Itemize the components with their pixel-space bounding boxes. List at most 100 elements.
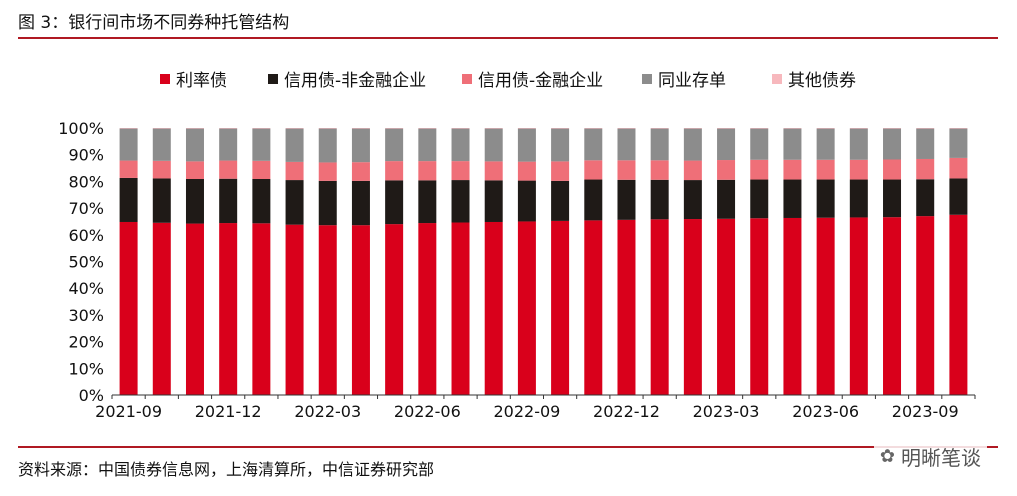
bar-segment-2021-12-3 [219, 160, 238, 179]
bar-segment-2023-06-4 [816, 128, 835, 160]
bar-segment-2021-09-3 [119, 160, 138, 178]
bar-segment-2022-06-4 [418, 128, 437, 162]
bar-segment-2022-12-1 [617, 219, 636, 395]
y-tick-label: 0% [79, 386, 104, 405]
bar-segment-2021-11-2 [185, 178, 204, 224]
bar-segment-2022-11-1 [584, 220, 603, 395]
bar-segment-2023-06-1 [816, 217, 835, 395]
x-tick-label: 2023-06 [792, 402, 859, 421]
bar-segment-2022-03-5 [318, 128, 337, 129]
legend-swatch-2 [268, 74, 278, 84]
bar-segment-2022-06-1 [418, 223, 437, 395]
bar-segment-2022-01-2 [252, 178, 271, 224]
bar-segment-2022-11-4 [584, 128, 603, 161]
bar-segment-2021-12-2 [219, 178, 238, 224]
bar-segment-2022-07-1 [451, 222, 470, 395]
bar-segment-2022-10-4 [551, 128, 570, 162]
bar-segment-2021-11-4 [185, 128, 204, 162]
bar-segment-2022-07-2 [451, 180, 470, 223]
bar-segment-2022-09-1 [517, 221, 536, 395]
bar-segment-2022-11-2 [584, 179, 603, 221]
bar-segment-2022-05-3 [385, 161, 404, 181]
bar-segment-2022-04-4 [351, 128, 370, 163]
bar-segment-2023-05-1 [783, 217, 802, 395]
x-tick-label: 2023-09 [892, 402, 959, 421]
bar-segment-2023-09-5 [916, 128, 935, 129]
y-tick-label: 90% [68, 146, 104, 165]
bar-segment-2021-10-1 [152, 222, 171, 395]
bar-segment-2023-10-1 [949, 214, 968, 395]
bar-segment-2022-06-5 [418, 128, 437, 129]
bar-segment-2023-09-3 [916, 158, 935, 180]
bar-segment-2023-09-4 [916, 128, 935, 159]
bar-segment-2022-08-3 [484, 161, 503, 181]
bar-segment-2022-03-3 [318, 162, 337, 181]
bar-segment-2023-05-2 [783, 179, 802, 218]
x-tick-label: 2021-09 [95, 402, 162, 421]
bar-segment-2022-10-5 [551, 128, 570, 129]
bar-segment-2021-11-3 [185, 161, 204, 179]
bar-segment-2022-12-2 [617, 179, 636, 220]
bar-segment-2023-08-5 [883, 128, 902, 129]
top-rule [18, 37, 998, 39]
bar-segment-2023-04-2 [750, 179, 769, 219]
figure-title: 图 3：银行间市场不同券种托管结构 [18, 13, 290, 33]
bar-segment-2022-07-5 [451, 128, 470, 129]
bar-segment-2023-01-4 [650, 128, 669, 161]
bar-segment-2022-11-5 [584, 128, 603, 129]
y-axis: 0% 10% 20% 30% 40% 50% 60% 70% 80% 90% 100% [58, 119, 104, 405]
bar-segment-2022-10-1 [551, 220, 570, 395]
legend-label-2: 信用债-非金融企业 [284, 71, 426, 91]
legend-swatch-1 [160, 74, 170, 84]
bar-segment-2023-04-5 [750, 128, 769, 129]
bar-segment-2023-02-4 [683, 128, 702, 161]
y-tick-label: 20% [68, 333, 104, 352]
x-tick-label: 2023-03 [693, 402, 760, 421]
y-tick-label: 10% [68, 359, 104, 378]
x-tick-label: 2022-12 [593, 402, 660, 421]
wechat-icon: ✿ [879, 446, 895, 467]
bar-segment-2022-05-1 [385, 224, 404, 395]
bar-segment-2022-11-3 [584, 160, 603, 180]
bar-segment-2023-03-3 [717, 160, 736, 180]
bar-segment-2023-02-1 [683, 219, 702, 395]
bar-segment-2023-01-3 [650, 160, 669, 180]
y-tick-label: 80% [68, 172, 104, 191]
bar-segment-2021-09-5 [119, 128, 138, 129]
bar-segment-2021-10-2 [152, 178, 171, 223]
bar-segment-2023-05-3 [783, 159, 802, 180]
bar-segment-2022-09-5 [517, 128, 536, 129]
bar-segment-2023-05-4 [783, 128, 802, 160]
bar-segment-2023-07-2 [849, 179, 868, 218]
bar-segment-2023-08-1 [883, 217, 902, 395]
bar-segment-2023-02-5 [683, 128, 702, 129]
bar-segment-2022-09-4 [517, 128, 536, 162]
legend-swatch-5 [772, 74, 782, 84]
bar-segment-2022-07-3 [451, 161, 470, 181]
bar-segment-2022-03-2 [318, 180, 337, 226]
bar-segment-2022-05-5 [385, 128, 404, 129]
bar-segment-2022-05-4 [385, 128, 404, 162]
bar-segment-2023-05-5 [783, 128, 802, 129]
bar-segment-2022-01-5 [252, 128, 271, 129]
bar-segment-2021-10-4 [152, 128, 171, 161]
bar-segment-2023-08-3 [883, 159, 902, 180]
bar-segment-2023-03-2 [717, 179, 736, 219]
bar-segment-2023-04-3 [750, 159, 769, 180]
bar-segment-2023-07-3 [849, 159, 868, 180]
bar-segment-2022-08-4 [484, 128, 503, 162]
bar-segment-2023-01-1 [650, 219, 669, 395]
legend-label-3: 信用债-金融企业 [478, 71, 603, 91]
bar-segment-2023-08-2 [883, 179, 902, 218]
bar-segment-2023-07-4 [849, 128, 868, 160]
bar-segment-2022-04-5 [351, 128, 370, 129]
bar-segment-2022-08-5 [484, 128, 503, 129]
bar-segment-2023-07-1 [849, 217, 868, 395]
bar-segment-2022-02-4 [285, 128, 304, 162]
bar-segment-2023-06-5 [816, 128, 835, 129]
y-tick-label: 70% [68, 199, 104, 218]
bar-segment-2023-01-2 [650, 179, 669, 220]
bar-segment-2022-01-4 [252, 128, 271, 161]
bar-segment-2023-10-3 [949, 157, 968, 179]
bar-segment-2022-08-2 [484, 180, 503, 222]
